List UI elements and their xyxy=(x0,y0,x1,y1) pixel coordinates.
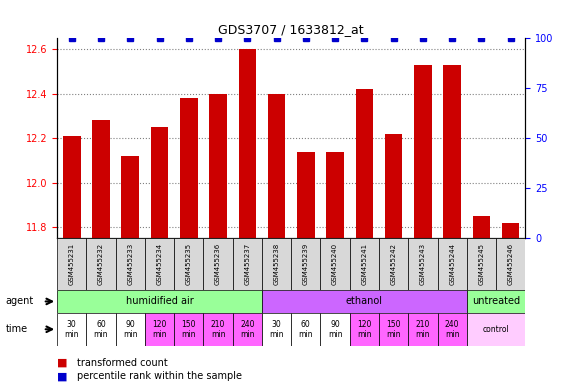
Text: 30
min: 30 min xyxy=(270,319,284,339)
FancyBboxPatch shape xyxy=(262,313,291,346)
FancyBboxPatch shape xyxy=(57,313,86,346)
FancyBboxPatch shape xyxy=(408,313,437,346)
Text: 90
min: 90 min xyxy=(123,319,138,339)
FancyBboxPatch shape xyxy=(115,313,145,346)
Bar xyxy=(385,134,403,384)
Text: 150
min: 150 min xyxy=(182,319,196,339)
Text: 240
min: 240 min xyxy=(240,319,255,339)
FancyBboxPatch shape xyxy=(291,313,320,346)
Text: GSM455235: GSM455235 xyxy=(186,243,192,285)
Text: 60
min: 60 min xyxy=(94,319,108,339)
Bar xyxy=(356,89,373,384)
FancyBboxPatch shape xyxy=(57,238,86,290)
FancyBboxPatch shape xyxy=(496,238,525,290)
FancyBboxPatch shape xyxy=(437,238,467,290)
Text: 60
min: 60 min xyxy=(299,319,313,339)
Text: humidified air: humidified air xyxy=(126,296,194,306)
FancyBboxPatch shape xyxy=(467,238,496,290)
Text: 150
min: 150 min xyxy=(387,319,401,339)
FancyBboxPatch shape xyxy=(86,238,115,290)
Text: 90
min: 90 min xyxy=(328,319,343,339)
FancyBboxPatch shape xyxy=(320,313,349,346)
Text: ■: ■ xyxy=(57,371,67,381)
Bar xyxy=(209,94,227,384)
Text: 30
min: 30 min xyxy=(65,319,79,339)
FancyBboxPatch shape xyxy=(349,238,379,290)
Bar xyxy=(297,152,315,384)
FancyBboxPatch shape xyxy=(86,313,115,346)
Text: 210
min: 210 min xyxy=(416,319,430,339)
FancyBboxPatch shape xyxy=(145,238,174,290)
Text: GSM455242: GSM455242 xyxy=(391,243,397,285)
Text: 120
min: 120 min xyxy=(357,319,372,339)
FancyBboxPatch shape xyxy=(467,313,525,346)
FancyBboxPatch shape xyxy=(174,313,203,346)
Bar xyxy=(180,98,198,384)
Text: untreated: untreated xyxy=(472,296,520,306)
FancyBboxPatch shape xyxy=(291,238,320,290)
FancyBboxPatch shape xyxy=(203,313,233,346)
Title: GDS3707 / 1633812_at: GDS3707 / 1633812_at xyxy=(218,23,364,36)
FancyBboxPatch shape xyxy=(145,313,174,346)
Text: GSM455237: GSM455237 xyxy=(244,243,250,285)
Bar xyxy=(93,121,110,384)
Text: 210
min: 210 min xyxy=(211,319,226,339)
Text: GSM455239: GSM455239 xyxy=(303,243,309,285)
Bar xyxy=(502,223,520,384)
Text: ethanol: ethanol xyxy=(346,296,383,306)
Text: GSM455245: GSM455245 xyxy=(478,243,484,285)
FancyBboxPatch shape xyxy=(262,238,291,290)
FancyBboxPatch shape xyxy=(320,238,349,290)
FancyBboxPatch shape xyxy=(437,313,467,346)
Bar xyxy=(443,65,461,384)
Bar xyxy=(63,136,81,384)
Text: GSM455236: GSM455236 xyxy=(215,243,221,285)
FancyBboxPatch shape xyxy=(408,238,437,290)
FancyBboxPatch shape xyxy=(379,313,408,346)
Text: GSM455238: GSM455238 xyxy=(274,243,280,285)
FancyBboxPatch shape xyxy=(262,290,467,313)
Text: GSM455240: GSM455240 xyxy=(332,243,338,285)
FancyBboxPatch shape xyxy=(349,313,379,346)
Text: agent: agent xyxy=(6,296,34,306)
Text: time: time xyxy=(6,324,28,334)
Bar xyxy=(239,50,256,384)
Text: GSM455241: GSM455241 xyxy=(361,243,367,285)
Text: GSM455232: GSM455232 xyxy=(98,243,104,285)
FancyBboxPatch shape xyxy=(174,238,203,290)
Text: 240
min: 240 min xyxy=(445,319,460,339)
Text: percentile rank within the sample: percentile rank within the sample xyxy=(77,371,242,381)
Text: control: control xyxy=(482,325,509,334)
Text: transformed count: transformed count xyxy=(77,358,168,368)
FancyBboxPatch shape xyxy=(57,290,262,313)
Text: GSM455233: GSM455233 xyxy=(127,243,133,285)
Text: GSM455231: GSM455231 xyxy=(69,243,75,285)
Bar xyxy=(122,156,139,384)
Text: GSM455244: GSM455244 xyxy=(449,243,455,285)
FancyBboxPatch shape xyxy=(379,238,408,290)
Bar xyxy=(268,94,286,384)
Text: ■: ■ xyxy=(57,358,67,368)
Bar xyxy=(326,152,344,384)
Text: GSM455243: GSM455243 xyxy=(420,243,426,285)
Bar xyxy=(473,216,490,384)
Bar xyxy=(151,127,168,384)
FancyBboxPatch shape xyxy=(467,290,525,313)
Bar xyxy=(414,65,432,384)
Text: GSM455234: GSM455234 xyxy=(156,243,163,285)
FancyBboxPatch shape xyxy=(115,238,145,290)
Text: GSM455246: GSM455246 xyxy=(508,243,514,285)
FancyBboxPatch shape xyxy=(233,238,262,290)
FancyBboxPatch shape xyxy=(203,238,233,290)
Text: 120
min: 120 min xyxy=(152,319,167,339)
FancyBboxPatch shape xyxy=(233,313,262,346)
